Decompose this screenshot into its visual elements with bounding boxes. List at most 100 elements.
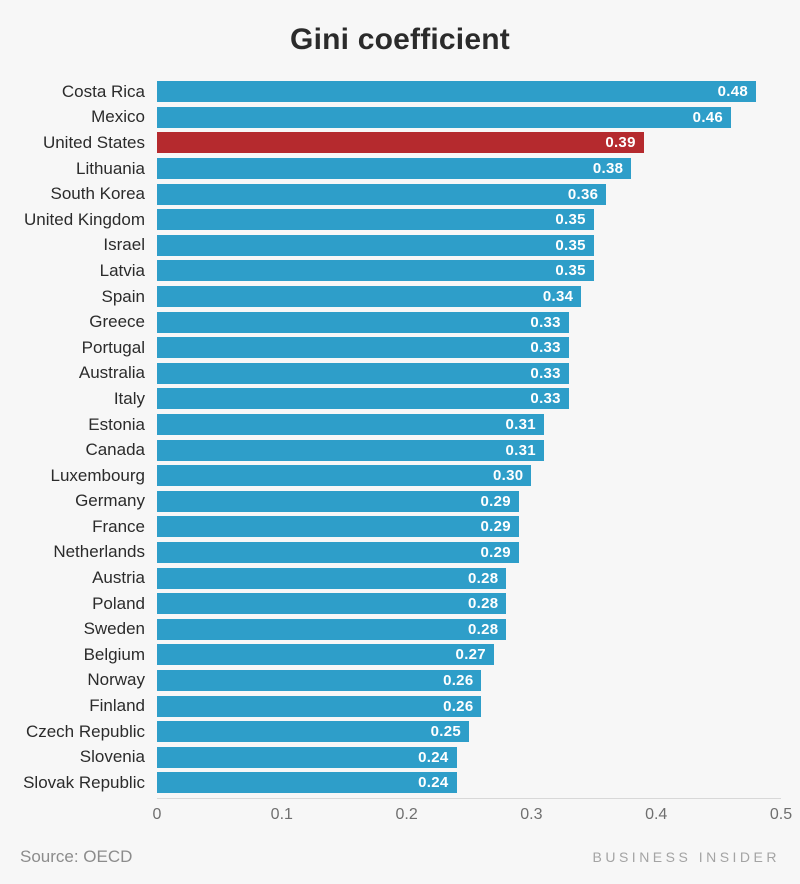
- bar-track: 0.25: [157, 721, 781, 743]
- x-tick: 0.4: [645, 805, 668, 823]
- bar-row: Portugal 0.33: [0, 335, 800, 361]
- x-tick: 0: [152, 805, 162, 823]
- bar: 0.35: [157, 260, 594, 282]
- value-label: 0.33: [530, 339, 561, 357]
- chart-title: Gini coefficient: [290, 23, 510, 56]
- bar: 0.26: [157, 695, 482, 717]
- category-label: Mexico: [91, 107, 145, 127]
- category-label: Costa Rica: [61, 81, 145, 101]
- x-tick: 0.5: [769, 805, 793, 823]
- bar-row: Greece 0.33: [0, 309, 800, 335]
- bar-row: Latvia 0.35: [0, 258, 800, 284]
- bar-track: 0.38: [157, 158, 781, 180]
- bar-row: Sweden 0.28: [0, 616, 800, 642]
- bar-track: 0.35: [157, 209, 781, 231]
- value-label: 0.31: [505, 416, 536, 434]
- category-label: Slovak Republic: [23, 772, 145, 792]
- bar-row: Mexico 0.46: [0, 105, 800, 131]
- value-label: 0.38: [592, 160, 624, 178]
- bar-row: United States 0.39: [0, 130, 800, 156]
- bar-track: 0.48: [157, 81, 781, 103]
- bar: 0.30: [157, 465, 532, 487]
- bar-row: Spain 0.34: [0, 284, 800, 310]
- category-label: Lithuania: [75, 158, 145, 178]
- bar-track: 0.29: [157, 516, 781, 538]
- category-label: Czech Republic: [25, 721, 145, 741]
- value-label: 0.30: [492, 467, 524, 485]
- bar-track: 0.33: [157, 337, 781, 359]
- bar: 0.38: [157, 158, 632, 180]
- bar-track: 0.30: [157, 465, 781, 487]
- bar-track: 0.29: [157, 541, 781, 563]
- bar: 0.28: [157, 567, 507, 589]
- value-label: 0.36: [567, 185, 599, 203]
- bar: 0.31: [157, 414, 544, 436]
- bar: 0.29: [157, 516, 519, 538]
- bar: 0.27: [157, 644, 494, 666]
- category-label: Finland: [89, 696, 145, 716]
- value-label: 0.24: [418, 774, 449, 792]
- bar-track: 0.34: [157, 286, 781, 308]
- bar-row: Canada 0.31: [0, 437, 800, 463]
- bar-row: France 0.29: [0, 514, 800, 540]
- value-label: 0.28: [468, 569, 499, 587]
- category-label: Luxembourg: [50, 465, 145, 485]
- value-label: 0.26: [443, 697, 474, 715]
- bar-track: 0.27: [157, 644, 781, 666]
- value-label: 0.29: [480, 543, 511, 561]
- value-label: 0.25: [430, 723, 461, 741]
- bar-row: Lithuania 0.38: [0, 156, 800, 182]
- bar-track: 0.36: [157, 183, 781, 205]
- value-label: 0.28: [468, 595, 499, 613]
- category-label: United Kingdom: [24, 209, 145, 229]
- category-label: Australia: [78, 363, 145, 383]
- value-label: 0.46: [692, 108, 724, 126]
- chart-footer: Source: OECD BUSINESS INSIDER: [0, 847, 800, 867]
- value-label: 0.31: [505, 441, 536, 459]
- x-tick: 0.2: [395, 805, 418, 823]
- category-label: Spain: [101, 286, 145, 306]
- bar: 0.35: [157, 234, 594, 256]
- bar-track: 0.35: [157, 234, 781, 256]
- category-label: Belgium: [83, 644, 145, 664]
- category-label: Portugal: [81, 337, 145, 357]
- bar-row: Israel 0.35: [0, 233, 800, 259]
- bar: 0.29: [157, 541, 519, 563]
- value-label: 0.33: [530, 390, 561, 408]
- x-tick: 0.3: [520, 805, 543, 823]
- value-label: 0.35: [555, 236, 586, 254]
- bar-row: Luxembourg 0.30: [0, 463, 800, 489]
- category-label: Austria: [92, 568, 145, 588]
- bar: 0.36: [157, 183, 607, 205]
- bar-track: 0.28: [157, 567, 781, 589]
- bar-row: South Korea 0.36: [0, 181, 800, 207]
- x-axis: 0 0.1 0.2 0.3 0.4 0.5: [153, 797, 792, 831]
- category-label: Norway: [87, 670, 145, 690]
- bar-track: 0.28: [157, 593, 781, 615]
- category-label: Israel: [103, 235, 145, 255]
- value-label: 0.39: [605, 134, 636, 152]
- bar: 0.33: [157, 388, 569, 410]
- bar-row: Belgium 0.27: [0, 642, 800, 668]
- bar-row: Slovenia 0.24: [0, 744, 800, 770]
- value-label: 0.28: [468, 620, 499, 638]
- x-tick: 0.1: [270, 805, 293, 823]
- bar-row: Netherlands 0.29: [0, 540, 800, 566]
- bar-track: 0.33: [157, 362, 781, 384]
- category-label: Slovenia: [79, 747, 145, 767]
- bar: 0.28: [157, 593, 507, 615]
- bar: 0.33: [157, 311, 569, 333]
- bar-row: Czech Republic 0.25: [0, 719, 800, 745]
- category-label: Germany: [75, 491, 145, 511]
- category-label: Sweden: [83, 619, 145, 639]
- bar: 0.29: [157, 490, 519, 512]
- bar-row: Germany 0.29: [0, 489, 800, 515]
- category-label: United States: [42, 132, 145, 152]
- bar-row: Australia 0.33: [0, 361, 800, 387]
- bar-track: 0.26: [157, 695, 781, 717]
- category-label: Estonia: [88, 414, 145, 434]
- bar-row: Estonia 0.31: [0, 412, 800, 438]
- bar-row: Norway 0.26: [0, 668, 800, 694]
- bar-track: 0.39: [157, 132, 781, 154]
- bar-row: United Kingdom 0.35: [0, 207, 800, 233]
